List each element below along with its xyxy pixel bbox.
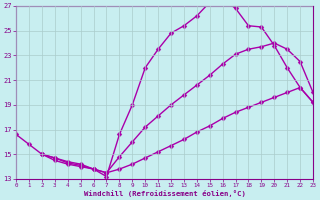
X-axis label: Windchill (Refroidissement éolien,°C): Windchill (Refroidissement éolien,°C) [84, 190, 245, 197]
